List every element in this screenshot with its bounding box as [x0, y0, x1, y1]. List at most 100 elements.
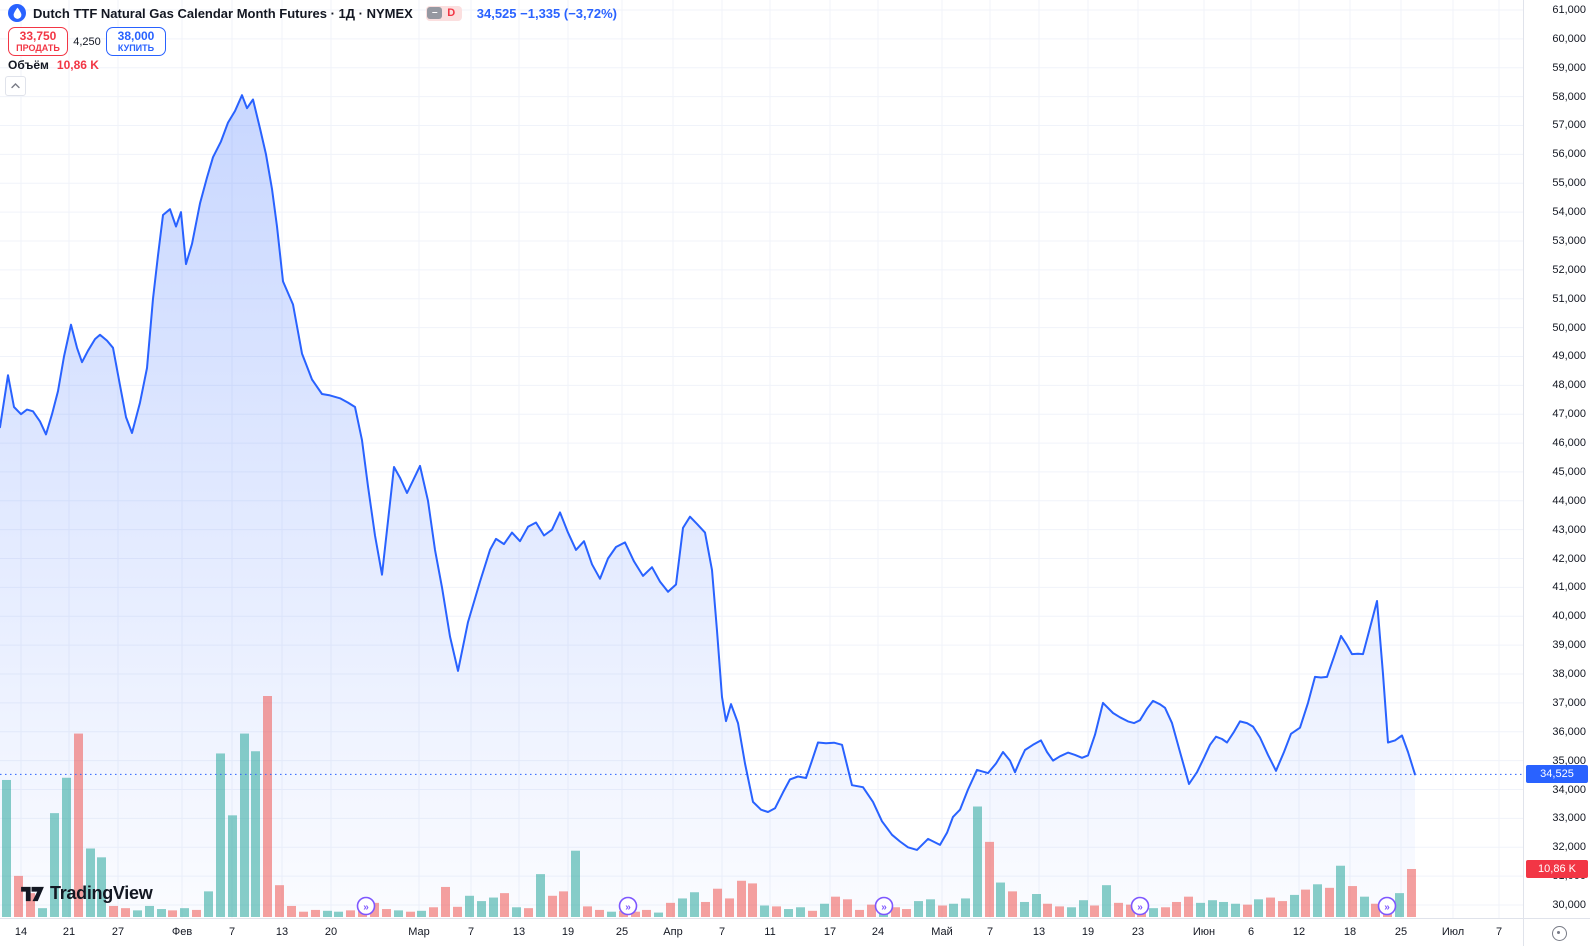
volume-bar-down [1371, 903, 1380, 917]
volume-bar-up [1196, 902, 1205, 917]
volume-bar-up [1208, 900, 1217, 917]
price-axis[interactable]: 30,00031,00032,00033,00034,00035,00036,0… [1523, 0, 1590, 918]
volume-bar-up [240, 733, 249, 917]
x-tick-label: 25 [1394, 926, 1408, 938]
x-tick-label: 6 [1247, 926, 1255, 938]
y-tick-label: 53,000 [1552, 234, 1586, 247]
buy-label: КУПИТЬ [117, 43, 155, 53]
volume-bar-down [1243, 904, 1252, 917]
minus-icon[interactable]: – [427, 7, 443, 19]
contract-rollover-marker[interactable]: » [618, 896, 638, 916]
collapse-legend-button[interactable] [5, 76, 26, 96]
volume-bar-down [559, 891, 568, 917]
volume-bar-up [62, 777, 71, 917]
volume-bar-down [192, 909, 201, 917]
x-tick-label: 7 [1495, 926, 1503, 938]
tradingview-logo[interactable]: TradingView [20, 883, 153, 904]
price-change: −1,335 (−3,72%) [520, 5, 617, 21]
y-tick-label: 34,000 [1552, 783, 1586, 796]
volume-bar-down [346, 910, 355, 917]
volume-bar-down [737, 880, 746, 917]
volume-bar-up [996, 882, 1005, 917]
rollover-circle-icon [618, 896, 638, 916]
sell-button[interactable]: 33,750 ПРОДАТЬ [8, 27, 68, 56]
volume-bar-down [453, 906, 462, 917]
volume-value: 10,86 K [56, 58, 99, 72]
volume-bar-down [1278, 901, 1287, 917]
volume-bar-down [121, 908, 130, 917]
volume-bar-down [843, 899, 852, 917]
volume-bar-down [713, 888, 722, 917]
volume-bar-up [690, 892, 699, 917]
volume-bar-down [1325, 887, 1334, 917]
volume-bar-up [251, 751, 260, 917]
volume-bar-up [204, 891, 213, 917]
volume-bar-up [334, 911, 343, 917]
volume-bar-up [323, 910, 332, 917]
y-tick-label: 43,000 [1552, 523, 1586, 536]
volume-bar-down [666, 902, 675, 917]
x-tick-label: 13 [512, 926, 526, 938]
volume-bar-down [631, 911, 640, 917]
volume-bar-down [299, 911, 308, 917]
volume-bar-down [1348, 886, 1357, 917]
y-tick-label: 45,000 [1552, 465, 1586, 478]
volume-bar-down [748, 883, 757, 917]
y-tick-label: 36,000 [1552, 725, 1586, 738]
volume-bar-down [370, 902, 379, 917]
rollover-circle-icon [356, 896, 376, 916]
volume-bar-up [50, 813, 59, 917]
chevron-up-icon [11, 83, 20, 89]
y-tick-label: 44,000 [1552, 494, 1586, 507]
symbol-title[interactable]: Dutch TTF Natural Gas Calendar Month Fut… [33, 5, 413, 21]
buy-button[interactable]: 38,000 КУПИТЬ [106, 27, 166, 56]
x-tick-label: Июл [1441, 926, 1465, 938]
volume-bar-up [973, 806, 982, 917]
volume-bar-down [867, 904, 876, 917]
volume-bar-down [263, 696, 272, 917]
x-tick-label: Июн [1192, 926, 1216, 938]
contract-rollover-marker[interactable]: » [356, 896, 376, 916]
volume-bar-up [1067, 907, 1076, 917]
axis-settings-gear-icon[interactable] [1552, 926, 1567, 941]
volume-bar-down [772, 906, 781, 917]
volume-label[interactable]: Объём [8, 58, 49, 72]
rollover-circle-icon [1130, 896, 1150, 916]
x-tick-label: 23 [1131, 926, 1145, 938]
rollover-arrow-icon: » [625, 902, 631, 913]
x-tick-label: 19 [1081, 926, 1095, 938]
x-tick-label: 7 [986, 926, 994, 938]
volume-bar-up [820, 903, 829, 917]
volume-bar-down [831, 896, 840, 917]
market-status-pill[interactable]: – D [425, 5, 462, 21]
volume-bar-down [1126, 904, 1135, 917]
price-chart-canvas[interactable]: » » » » » [0, 0, 1523, 918]
y-tick-label: 30,000 [1552, 899, 1586, 911]
x-tick-label: Мар [408, 926, 430, 938]
y-tick-label: 50,000 [1552, 321, 1586, 334]
volume-bar-down [74, 733, 83, 917]
volume-bar-down [311, 909, 320, 917]
volume-bar-down [441, 886, 450, 917]
x-tick-label: 13 [1032, 926, 1046, 938]
contract-rollover-marker[interactable]: » [1377, 896, 1397, 916]
time-axis[interactable]: 14 21 27 Фев 7 13 20 Мар 7 13 19 25 Апр 7 11 17 24 Май 7 13… [0, 918, 1523, 946]
contract-rollover-marker[interactable]: » [874, 896, 894, 916]
y-tick-label: 58,000 [1552, 90, 1586, 103]
volume-bar-up [1149, 908, 1158, 917]
rollover-arrow-icon: » [1137, 902, 1143, 913]
volume-bar-up [157, 909, 166, 917]
contract-rollover-marker[interactable]: » [1130, 896, 1150, 916]
volume-bar-down [168, 910, 177, 917]
volume-bar-up [38, 908, 47, 917]
volume-bar-up [1336, 865, 1345, 917]
x-tick-label: 13 [275, 926, 289, 938]
volume-bar-up [1219, 901, 1228, 917]
volume-bar-up [97, 857, 106, 917]
x-tick-label: 11 [764, 926, 776, 938]
x-tick-label: Май [931, 926, 953, 938]
y-tick-label: 56,000 [1552, 148, 1586, 161]
x-tick-label: 17 [823, 926, 837, 938]
x-tick-label: Апр [663, 926, 683, 938]
volume-bar-up [1079, 900, 1088, 917]
